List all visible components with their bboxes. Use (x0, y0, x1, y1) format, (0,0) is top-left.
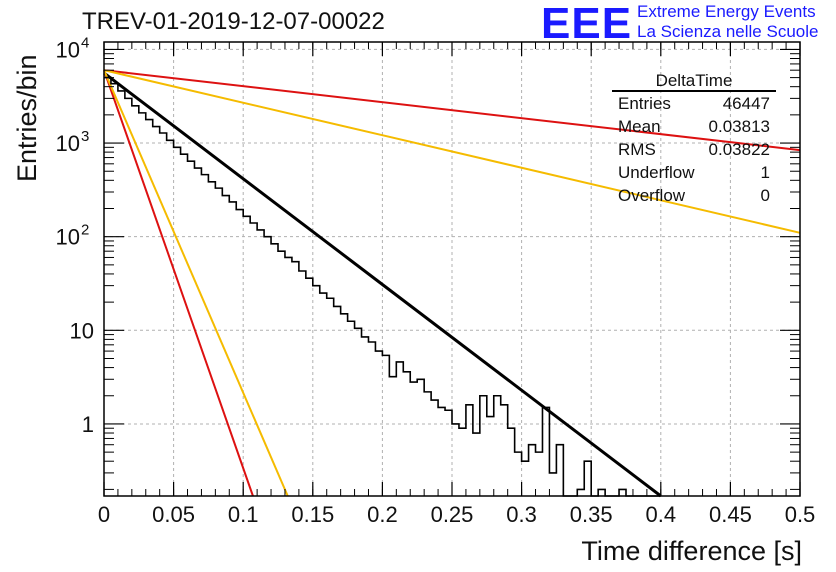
y-tick-exponent: 4 (81, 34, 89, 51)
stats-title: DeltaTime (656, 71, 733, 90)
x-tick-label: 0.4 (646, 502, 677, 527)
x-tick-label: 0.35 (570, 502, 613, 527)
fit-line-black (103, 71, 662, 498)
stats-row-label: Underflow (618, 163, 695, 182)
histogram (104, 76, 661, 497)
y-tick-label: 10 (56, 131, 80, 156)
x-tick-label: 0.2 (367, 502, 398, 527)
y-tick-label: 1 (82, 412, 94, 437)
y-tick-label: 10 (56, 37, 80, 62)
x-tick-label: 0.05 (152, 502, 195, 527)
stats-row-label: RMS (618, 140, 656, 159)
x-tick-label: 0.45 (709, 502, 752, 527)
x-axis-label: Time difference [s] (581, 536, 802, 566)
fit-line-yellow (103, 69, 289, 497)
fit-line-red (103, 69, 254, 497)
stats-row-value: 1 (761, 163, 770, 182)
x-tick-label: 0 (98, 502, 110, 527)
org-name-line1: Extreme Energy Events (637, 2, 816, 21)
chart-title: TREV-01-2019-12-07-00022 (82, 8, 385, 35)
stats-row-value: 0.03822 (709, 140, 770, 159)
stats-row-value: 46447 (723, 94, 770, 113)
fit-line-red (103, 69, 801, 152)
stats-row-value: 0.03813 (709, 117, 770, 136)
histogram-outline (104, 76, 661, 497)
y-tick-label: 10 (56, 225, 80, 250)
stats-row-label: Mean (618, 117, 661, 136)
stats-row-label: Overflow (618, 186, 686, 205)
stats-row-label: Entries (618, 94, 671, 113)
y-axis-label: Entries/bin (12, 54, 42, 182)
stats-row-value: 0 (761, 186, 770, 205)
x-tick-label: 0.25 (431, 502, 474, 527)
y-tick-label: 10 (70, 318, 94, 343)
axis-ticks: 0 0.05 0.1 0.15 0.2 0.25 0.3 0.35 0.4 0.45 0.51101… (56, 34, 816, 527)
x-tick-label: 0.3 (506, 502, 537, 527)
y-tick-exponent: 3 (81, 128, 89, 145)
fit-curves (103, 69, 801, 498)
x-tick-label: 0.15 (291, 502, 334, 527)
x-tick-label: 0.1 (228, 502, 259, 527)
org-name-line2: La Scienza nelle Scuole (637, 22, 819, 41)
y-tick-exponent: 2 (81, 222, 89, 239)
x-tick-label: 0.5 (785, 502, 816, 527)
eee-logo: EEE (541, 0, 633, 48)
fit-line-yellow (103, 69, 801, 234)
stats-box: DeltaTime Entries 46447 Mean 0.03813 RMS 0.03… (612, 71, 776, 205)
